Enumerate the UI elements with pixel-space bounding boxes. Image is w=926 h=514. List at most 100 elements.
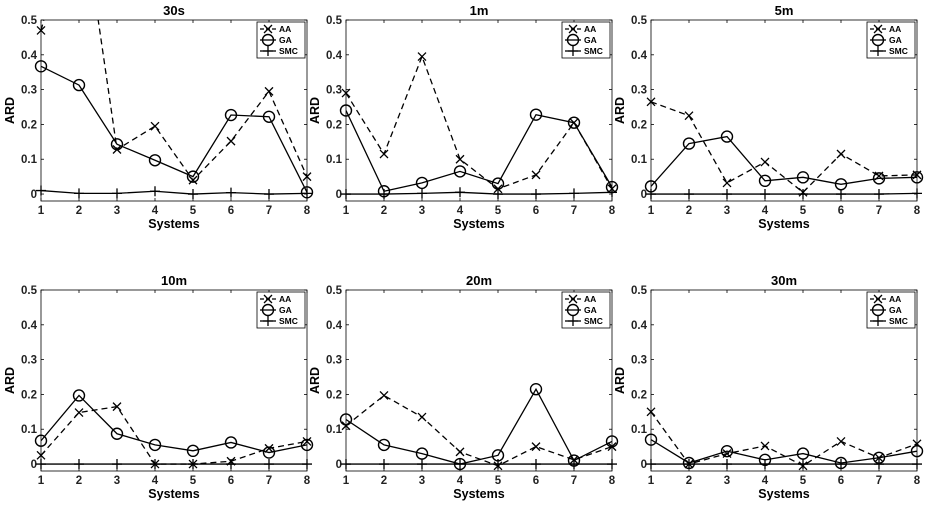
- data-point-smc: [36, 185, 46, 196]
- data-point-legend-smc: [263, 46, 273, 56]
- data-point-smc: [226, 459, 236, 470]
- data-point-aa: [36, 450, 46, 460]
- data-point-ga: [224, 108, 238, 122]
- data-point-smc: [874, 459, 884, 470]
- x-axis-label: Systems: [148, 487, 199, 501]
- data-point-aa: [36, 25, 46, 35]
- data-point-aa: [646, 97, 656, 107]
- legend-label: SMC: [584, 46, 603, 56]
- chart-panel: 30m 1 2 3 4 5 6 7 8 0 0.1 0.2 0.3 0.4 0.5 Systems ARD AAG…: [613, 273, 924, 501]
- x-tick-label: 1: [38, 475, 45, 487]
- data-point-aa: [836, 436, 846, 446]
- data-point-aa: [188, 175, 198, 185]
- data-point-smc: [74, 459, 84, 470]
- y-tick-label: 0.3: [21, 355, 37, 367]
- legend-label: SMC: [584, 316, 603, 326]
- data-point-smc: [455, 187, 465, 198]
- data-point-ga: [186, 170, 200, 183]
- chart-title: 30s: [163, 3, 185, 18]
- plot-area: [650, 19, 918, 202]
- series-line-ga: [346, 110, 612, 192]
- x-tick-label: 8: [304, 205, 311, 217]
- data-point-smc: [493, 459, 503, 470]
- data-point-legend-aa: [873, 24, 883, 34]
- x-axis-label: Systems: [453, 487, 504, 501]
- x-tick-label: 1: [648, 475, 655, 487]
- x-tick-label: 6: [838, 475, 844, 487]
- data-point-legend-smc: [568, 46, 578, 56]
- data-point-smc: [417, 188, 427, 199]
- data-point-smc: [836, 459, 846, 470]
- y-tick-label: 0.4: [631, 320, 648, 332]
- legend-label: SMC: [889, 46, 908, 56]
- legend-label: AA: [889, 294, 901, 304]
- x-tick-label: 6: [228, 475, 234, 487]
- plot-area: [40, 19, 308, 202]
- data-point-smc: [302, 459, 312, 470]
- data-point-smc: [798, 189, 808, 200]
- chart-panel: 20m 1 2 3 4 5 6 7 8 0 0.1 0.2 0.3 0.4 0.5 Systems ARD AAG…: [308, 273, 619, 501]
- data-point-aa: [341, 88, 351, 98]
- data-point-smc: [531, 459, 541, 470]
- data-point-smc: [36, 459, 46, 470]
- data-point-smc: [226, 187, 236, 198]
- data-point-aa: [417, 412, 427, 422]
- data-point-smc: [836, 189, 846, 200]
- plot-area: [650, 289, 918, 472]
- data-point-aa: [74, 408, 84, 417]
- x-axis-label: Systems: [148, 217, 199, 231]
- legend-label: SMC: [889, 316, 908, 326]
- data-point-aa: [760, 157, 770, 167]
- y-tick-label: 0.4: [21, 50, 38, 62]
- data-point-ga: [910, 444, 924, 458]
- data-point-smc: [455, 459, 465, 470]
- chart-title: 30m: [771, 273, 797, 288]
- x-tick-label: 2: [381, 475, 387, 487]
- y-tick-label: 0.2: [326, 389, 342, 401]
- data-point-legend-aa: [263, 24, 273, 34]
- legend-label: GA: [584, 35, 597, 45]
- legend-label: GA: [584, 305, 597, 315]
- x-tick-label: 4: [152, 205, 159, 217]
- series-line-ga: [41, 394, 307, 454]
- data-point-ga: [720, 130, 734, 143]
- y-tick-label: 0.5: [326, 285, 343, 297]
- data-point-ga: [34, 60, 48, 73]
- data-point-smc: [379, 459, 389, 470]
- x-tick-label: 7: [266, 205, 272, 217]
- plot-area: [40, 289, 308, 472]
- data-point-smc: [912, 459, 922, 470]
- series-line-smc: [346, 191, 612, 195]
- chart-panel: 10m 1 2 3 4 5 6 7 8 0 0.1 0.2 0.3 0.4 0.5 Systems ARD AAG…: [3, 273, 314, 501]
- y-tick-label: 0: [31, 189, 37, 201]
- legend-label: GA: [279, 35, 292, 45]
- y-tick-label: 0.3: [326, 355, 342, 367]
- x-tick-label: 2: [76, 475, 82, 487]
- data-point-smc: [607, 187, 617, 198]
- y-tick-label: 0.3: [631, 85, 647, 97]
- data-point-smc: [684, 189, 694, 200]
- legend-label: AA: [279, 294, 291, 304]
- data-point-aa: [417, 52, 427, 62]
- y-tick-label: 0.5: [326, 15, 343, 27]
- x-tick-label: 4: [762, 475, 769, 487]
- y-tick-label: 0.5: [21, 285, 38, 297]
- x-tick-label: 5: [800, 205, 807, 217]
- data-point-smc: [646, 189, 656, 200]
- x-tick-label: 5: [495, 475, 502, 487]
- y-tick-label: 0.2: [326, 119, 342, 131]
- data-point-ga: [339, 104, 353, 117]
- y-tick-label: 0.5: [631, 285, 648, 297]
- data-point-legend-ga: [871, 303, 885, 317]
- data-point-aa: [264, 86, 274, 96]
- y-tick-label: 0.3: [326, 85, 342, 97]
- x-tick-label: 8: [304, 475, 311, 487]
- x-tick-label: 7: [571, 205, 577, 217]
- data-point-ga: [72, 389, 86, 402]
- data-point-smc: [341, 189, 351, 200]
- data-point-ga: [529, 108, 543, 121]
- series-line-ga: [651, 135, 917, 187]
- data-point-smc: [341, 459, 351, 470]
- data-point-legend-aa: [263, 294, 273, 304]
